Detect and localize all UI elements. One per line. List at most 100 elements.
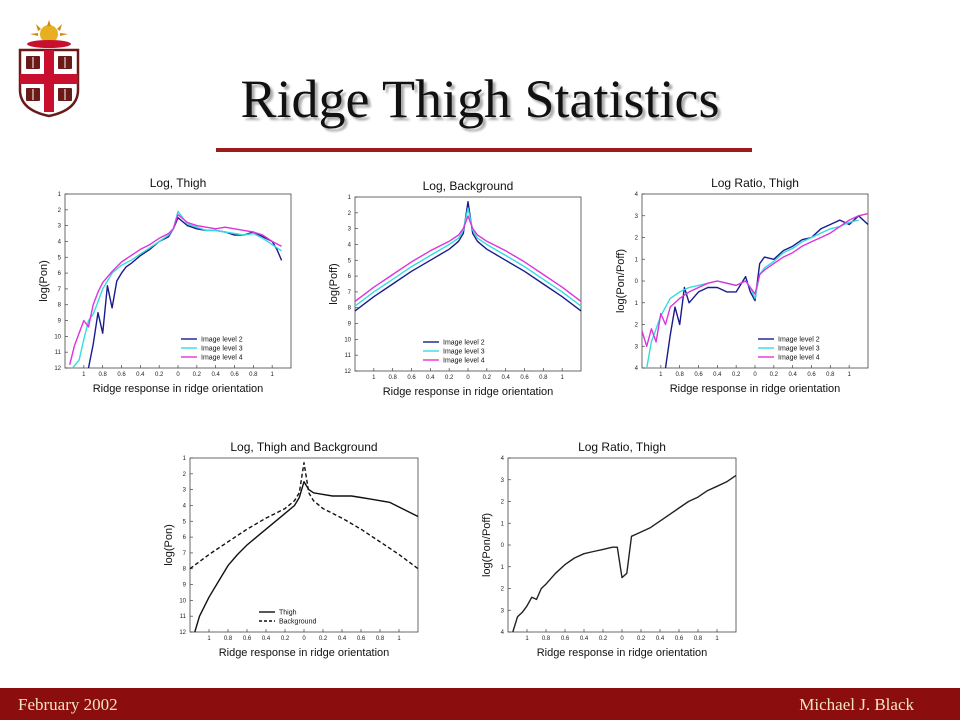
y-tick-label: 3 bbox=[635, 344, 639, 350]
y-tick-label: 8 bbox=[348, 306, 352, 312]
y-tick-label: 2 bbox=[501, 500, 505, 506]
y-tick-label: 3 bbox=[501, 478, 505, 484]
x-tick-label: 0.8 bbox=[539, 375, 548, 381]
chart-title: Log, Thigh bbox=[150, 176, 207, 190]
x-axis-label: Ridge response in ridge orientation bbox=[93, 383, 264, 395]
legend-label: Image level 4 bbox=[443, 358, 485, 365]
brown-university-shield-icon bbox=[18, 20, 80, 118]
y-tick-label: 9 bbox=[348, 322, 352, 328]
y-tick-label: 1 bbox=[501, 565, 505, 571]
x-tick-label: 0 bbox=[302, 636, 306, 642]
y-tick-label: 3 bbox=[58, 224, 62, 230]
series-line-background bbox=[189, 462, 419, 570]
x-tick-label: 0.8 bbox=[388, 375, 397, 381]
y-tick-label: 4 bbox=[635, 366, 639, 372]
y-tick-label: 6 bbox=[183, 535, 187, 541]
series-line-image-level-2 bbox=[664, 215, 869, 369]
y-tick-label: 7 bbox=[58, 287, 62, 293]
x-tick-label: 0 bbox=[753, 372, 757, 378]
x-tick-label: 0.2 bbox=[732, 372, 741, 378]
y-tick-label: 2 bbox=[635, 236, 639, 242]
footer-date: February 2002 bbox=[18, 695, 118, 714]
y-tick-label: 1 bbox=[635, 257, 639, 263]
x-tick-label: 1 bbox=[82, 372, 86, 378]
title-divider bbox=[216, 148, 752, 152]
x-tick-label: 0.6 bbox=[675, 636, 684, 642]
x-tick-label: 0 bbox=[176, 372, 180, 378]
x-axis-label: Ridge response in ridge orientation bbox=[670, 383, 841, 395]
y-tick-label: 8 bbox=[183, 567, 187, 573]
x-tick-label: 0.4 bbox=[656, 636, 665, 642]
y-tick-label: 1 bbox=[183, 456, 187, 462]
x-tick-label: 0.4 bbox=[211, 372, 220, 378]
y-tick-label: 2 bbox=[348, 211, 352, 217]
footer-author: Michael J. Black bbox=[799, 695, 914, 714]
y-axis-label: log(Pon/Poff) bbox=[481, 513, 493, 577]
y-axis-label: log(Poff) bbox=[328, 263, 340, 304]
x-tick-label: 0.2 bbox=[281, 636, 290, 642]
chart-title: Log Ratio, Thigh bbox=[711, 176, 799, 190]
y-tick-label: 4 bbox=[501, 630, 505, 636]
legend: Image level 2 Image level 3 Image level 4 bbox=[181, 337, 243, 362]
y-tick-label: 9 bbox=[183, 583, 187, 589]
slide-title: Ridge Thigh Statistics bbox=[240, 69, 720, 129]
x-tick-label: 0.4 bbox=[426, 375, 435, 381]
y-tick-label: 1 bbox=[501, 521, 505, 527]
legend: Thigh Background bbox=[259, 610, 316, 626]
x-axis-label: Ridge response in ridge orientation bbox=[383, 386, 554, 398]
series-line-image-level-4 bbox=[354, 215, 582, 302]
x-tick-label: 0.2 bbox=[599, 636, 608, 642]
footer-bar: February 2002 Michael J. Black bbox=[0, 688, 960, 720]
x-tick-label: 0.2 bbox=[637, 636, 646, 642]
y-tick-label: 11 bbox=[345, 353, 352, 359]
y-tick-label: 2 bbox=[635, 323, 639, 329]
x-tick-label: 0.2 bbox=[193, 372, 202, 378]
x-tick-label: 0.6 bbox=[117, 372, 126, 378]
y-tick-label: 6 bbox=[58, 271, 62, 277]
y-axis-label: log(Pon) bbox=[163, 524, 175, 566]
y-tick-label: 3 bbox=[635, 214, 639, 220]
x-tick-label: 0.8 bbox=[98, 372, 107, 378]
y-tick-label: 5 bbox=[58, 255, 62, 261]
y-tick-label: 3 bbox=[183, 488, 187, 494]
x-tick-label: 0.2 bbox=[770, 372, 779, 378]
series-line-ratio bbox=[512, 474, 737, 633]
y-tick-label: 0 bbox=[501, 543, 505, 549]
series-line-image-level-3 bbox=[71, 210, 282, 369]
x-tick-label: 0.4 bbox=[788, 372, 797, 378]
y-tick-label: 5 bbox=[348, 258, 352, 264]
y-tick-label: 1 bbox=[635, 301, 639, 307]
y-tick-label: 10 bbox=[54, 334, 61, 340]
plot-frame bbox=[64, 193, 292, 369]
x-tick-label: 0.2 bbox=[445, 375, 454, 381]
chart-log-ratio-thigh-color: Log Ratio, Thigh 1 0.8 0.6 0.4 0.2 0 0.2 0.4 0.6 0… bbox=[615, 176, 869, 395]
x-tick-label: 1 bbox=[397, 636, 401, 642]
x-tick-label: 0.6 bbox=[694, 372, 703, 378]
y-tick-label: 6 bbox=[348, 274, 352, 280]
y-tick-label: 4 bbox=[183, 503, 187, 509]
x-tick-label: 0.2 bbox=[319, 636, 328, 642]
x-tick-label: 0.8 bbox=[826, 372, 835, 378]
plot-frame bbox=[507, 457, 737, 633]
chart-log-ratio-thigh-gray: Log Ratio, Thigh 1 0.8 0.6 0.4 0.2 0 0.2 0.4 0.6 0… bbox=[481, 440, 737, 659]
x-tick-label: 1 bbox=[715, 636, 719, 642]
y-tick-label: 3 bbox=[501, 608, 505, 614]
y-tick-label: 11 bbox=[55, 350, 62, 356]
x-tick-label: 0 bbox=[620, 636, 624, 642]
x-axis-label: Ridge response in ridge orientation bbox=[219, 647, 390, 659]
y-tick-label: 0 bbox=[635, 279, 639, 285]
x-tick-label: 0.4 bbox=[580, 636, 589, 642]
y-axis-label: log(Pon/Poff) bbox=[615, 249, 627, 313]
x-tick-label: 0.8 bbox=[249, 372, 258, 378]
series-line-image-level-4 bbox=[69, 213, 282, 365]
x-tick-label: 1 bbox=[659, 372, 663, 378]
x-tick-label: 0.8 bbox=[675, 372, 684, 378]
y-tick-label: 7 bbox=[348, 290, 352, 296]
y-tick-label: 1 bbox=[348, 195, 352, 201]
x-tick-label: 0.6 bbox=[561, 636, 570, 642]
x-tick-label: 1 bbox=[270, 372, 274, 378]
x-tick-label: 0.6 bbox=[520, 375, 529, 381]
x-tick-label: 0.6 bbox=[230, 372, 239, 378]
x-tick-label: 0.8 bbox=[694, 636, 703, 642]
